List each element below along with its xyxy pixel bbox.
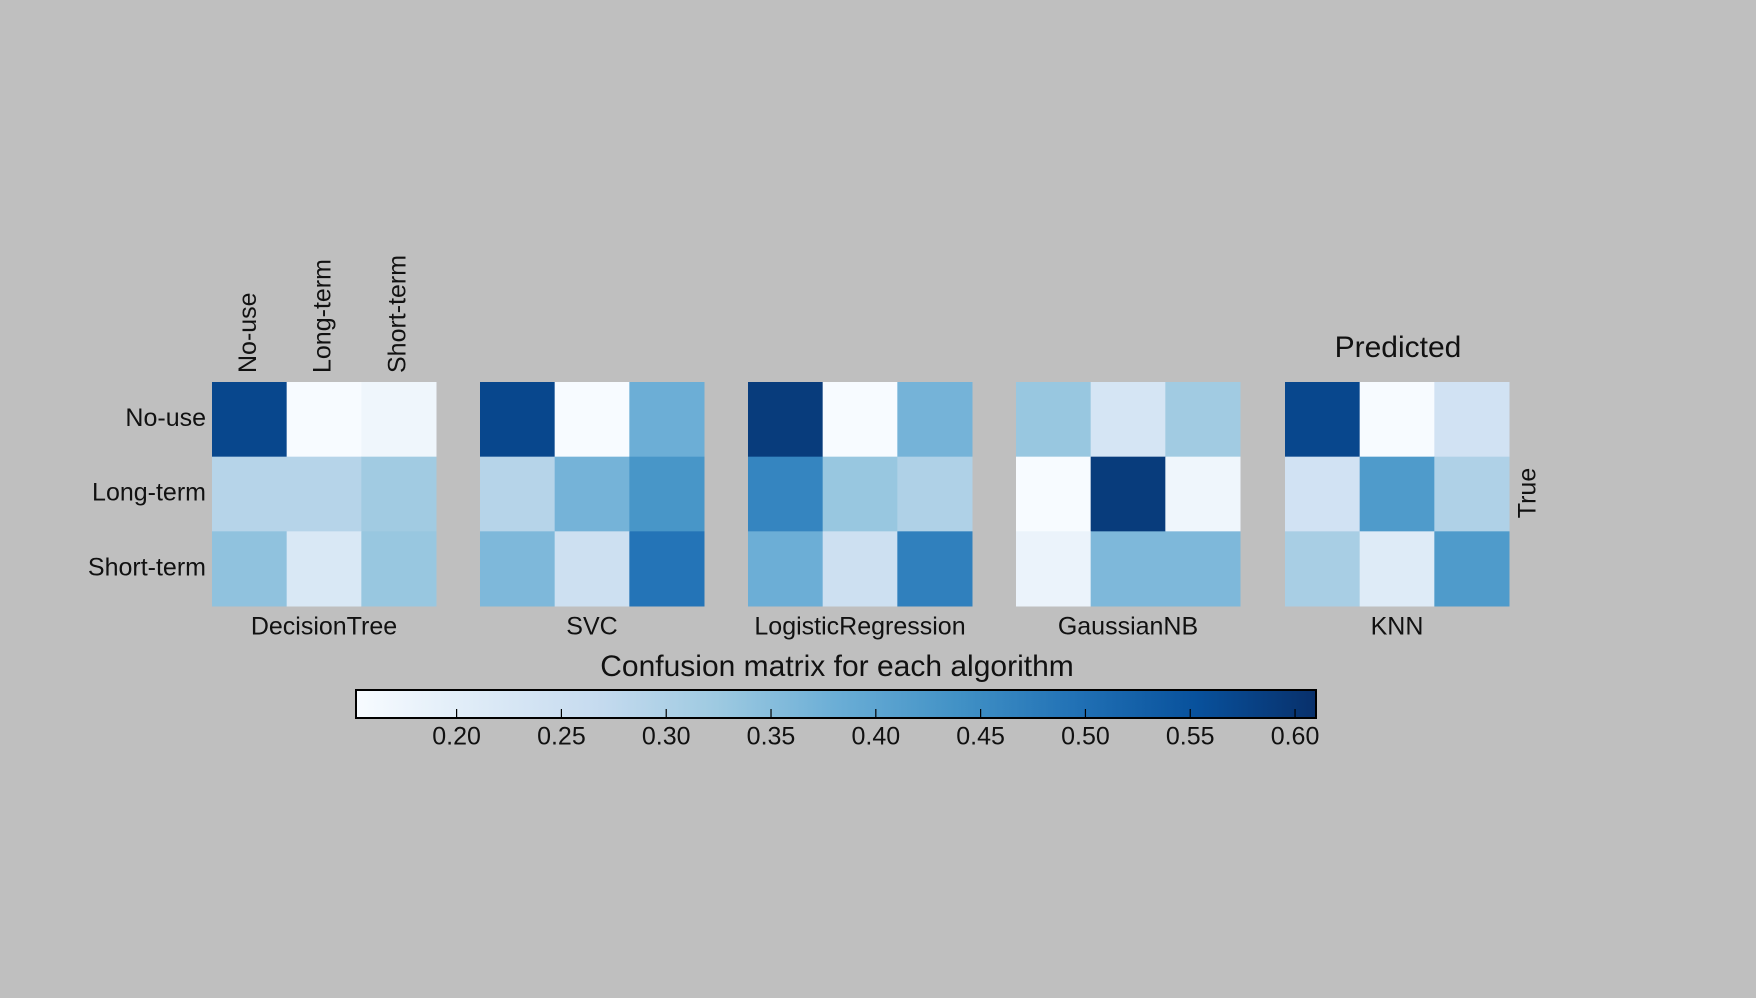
heatmap-cell bbox=[212, 382, 288, 458]
heatmap-cell bbox=[1090, 531, 1166, 607]
heatmap-cell bbox=[1359, 531, 1435, 607]
heatmap-cell bbox=[1090, 456, 1166, 532]
heatmap-cell bbox=[480, 531, 556, 607]
colorbar-tick-label: 0.55 bbox=[1166, 723, 1215, 751]
heatmap-cell bbox=[1090, 382, 1166, 458]
heatmap-cell bbox=[748, 456, 824, 532]
heatmap-cell bbox=[1359, 456, 1435, 532]
heatmap-cell bbox=[212, 456, 288, 532]
heatmap-cell bbox=[361, 531, 437, 607]
row-label: No-use bbox=[125, 404, 206, 432]
heatmap-cell bbox=[822, 456, 898, 532]
column-label: Long-term bbox=[309, 259, 337, 373]
heatmap-cell bbox=[480, 382, 556, 458]
panel-label: KNN bbox=[1371, 613, 1424, 641]
heatmap-cell bbox=[629, 531, 705, 607]
heatmap-cell bbox=[212, 531, 288, 607]
heatmap-cell bbox=[554, 382, 630, 458]
heatmap-cell bbox=[1016, 382, 1092, 458]
colorbar-tick-label: 0.45 bbox=[956, 723, 1005, 751]
colorbar-tick-label: 0.20 bbox=[432, 723, 481, 751]
heatmap-cell bbox=[361, 382, 437, 458]
heatmap-cell bbox=[1285, 382, 1361, 458]
heatmap-cell bbox=[1165, 531, 1241, 607]
heatmap-cell bbox=[897, 382, 973, 458]
row-label: Short-term bbox=[88, 553, 206, 581]
heatmap-cell bbox=[1165, 456, 1241, 532]
heatmap-cell bbox=[480, 456, 556, 532]
row-label: Long-term bbox=[92, 479, 206, 507]
heatmap-cell bbox=[822, 531, 898, 607]
heatmap-cell bbox=[822, 382, 898, 458]
heatmap-cell bbox=[1434, 531, 1510, 607]
heatmap-cell bbox=[748, 531, 824, 607]
heatmap-cell bbox=[286, 531, 362, 607]
heatmap-cell bbox=[1434, 456, 1510, 532]
panel-label: SVC bbox=[566, 613, 617, 641]
panel-label: LogisticRegression bbox=[754, 613, 965, 641]
heatmap-cell bbox=[1016, 531, 1092, 607]
colorbar bbox=[355, 689, 1317, 719]
heatmap-cell bbox=[1285, 456, 1361, 532]
panel-label: DecisionTree bbox=[251, 613, 397, 641]
heatmap-cell bbox=[897, 531, 973, 607]
heatmap-cell bbox=[1434, 382, 1510, 458]
colorbar-tick-label: 0.25 bbox=[537, 723, 586, 751]
y-axis-label: True bbox=[1514, 468, 1542, 518]
heatmap-cell bbox=[748, 382, 824, 458]
panel-label: GaussianNB bbox=[1058, 613, 1198, 641]
heatmap-cell bbox=[1285, 531, 1361, 607]
colorbar-tick-label: 0.50 bbox=[1061, 723, 1110, 751]
heatmap-cell bbox=[629, 456, 705, 532]
heatmap-cell bbox=[1016, 456, 1092, 532]
x-axis-label: Predicted bbox=[1335, 331, 1462, 364]
colorbar-tick-label: 0.35 bbox=[747, 723, 796, 751]
column-label: Short-term bbox=[383, 255, 411, 373]
colorbar-tick-label: 0.60 bbox=[1271, 723, 1320, 751]
chart-title: Confusion matrix for each algorithm bbox=[600, 650, 1074, 683]
heatmap-cell bbox=[286, 456, 362, 532]
heatmap-cell bbox=[554, 456, 630, 532]
heatmap-cell bbox=[361, 456, 437, 532]
heatmap-cell bbox=[554, 531, 630, 607]
heatmap-cell bbox=[1359, 382, 1435, 458]
column-label: No-use bbox=[234, 292, 262, 373]
heatmap-cell bbox=[1165, 382, 1241, 458]
heatmap-cell bbox=[286, 382, 362, 458]
heatmap-cell bbox=[897, 456, 973, 532]
heatmap-cell bbox=[629, 382, 705, 458]
colorbar-tick-label: 0.30 bbox=[642, 723, 691, 751]
colorbar-tick-label: 0.40 bbox=[851, 723, 900, 751]
